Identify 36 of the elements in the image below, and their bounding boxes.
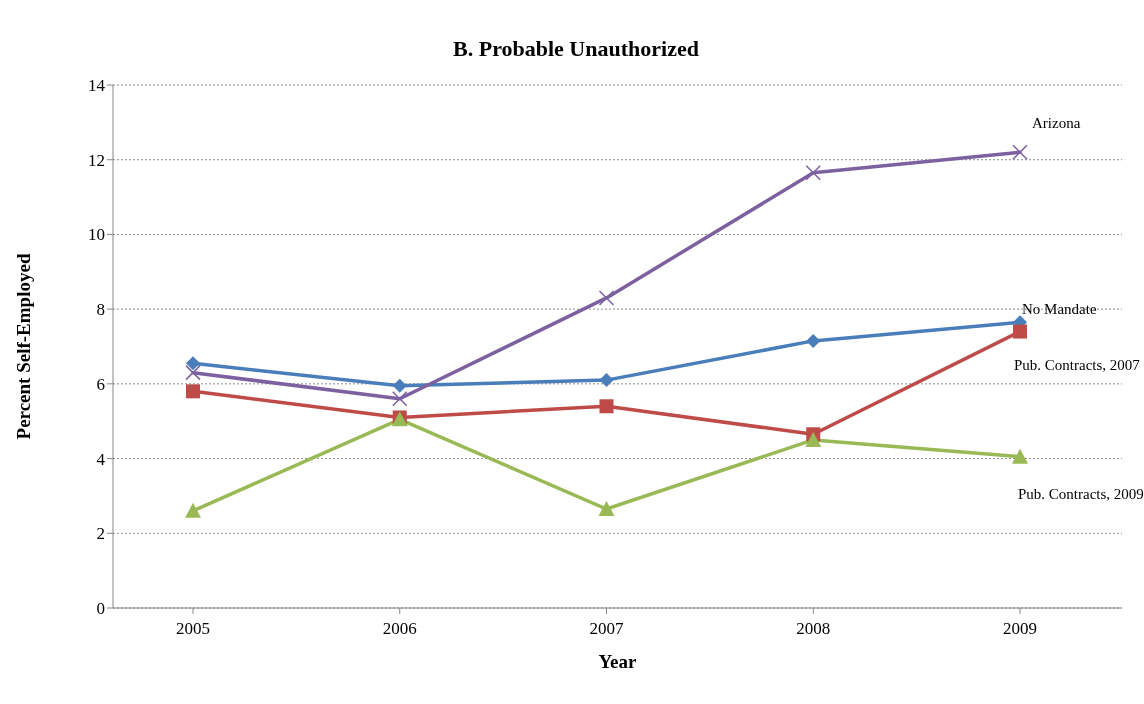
y-tick-label: 10	[88, 225, 105, 245]
point	[1012, 144, 1028, 160]
series-label: Arizona	[1032, 115, 1081, 132]
point	[599, 373, 614, 388]
x-tick-label: 2007	[589, 619, 624, 639]
point	[599, 399, 614, 414]
y-axis-title: Percent Self-Employed	[12, 253, 34, 440]
point	[805, 431, 822, 447]
y-tick-label: 4	[96, 449, 106, 469]
x-tick-label: 2009	[1003, 619, 1037, 639]
point	[392, 378, 407, 393]
chart-title: B. Probable Unauthorized	[452, 36, 700, 62]
point	[1012, 448, 1028, 464]
y-tick-label: 12	[88, 150, 105, 170]
series-label: Pub. Contracts, 2009	[1018, 485, 1144, 502]
y-tick-label: 2	[96, 524, 105, 544]
x-axis-title: Year	[598, 651, 638, 672]
point	[186, 384, 200, 399]
point	[185, 502, 201, 518]
point	[392, 391, 408, 407]
x-tick-label: 2005	[176, 619, 210, 639]
series-label: Pub. Contracts, 2007	[1014, 356, 1141, 373]
point	[598, 501, 615, 516]
x-tick-label: 2006	[382, 619, 417, 639]
point	[185, 364, 201, 381]
point	[805, 165, 821, 181]
y-tick-label: 14	[88, 76, 106, 96]
x-tick-label: 2008	[796, 619, 831, 639]
y-tick-label: 0	[96, 599, 105, 619]
y-tick-label: 8	[96, 300, 105, 320]
point	[1013, 324, 1027, 339]
point	[806, 333, 821, 348]
point	[598, 290, 615, 306]
y-tick-label: 6	[96, 374, 105, 394]
point	[186, 356, 200, 371]
series-label: No Mandate	[1022, 301, 1097, 318]
